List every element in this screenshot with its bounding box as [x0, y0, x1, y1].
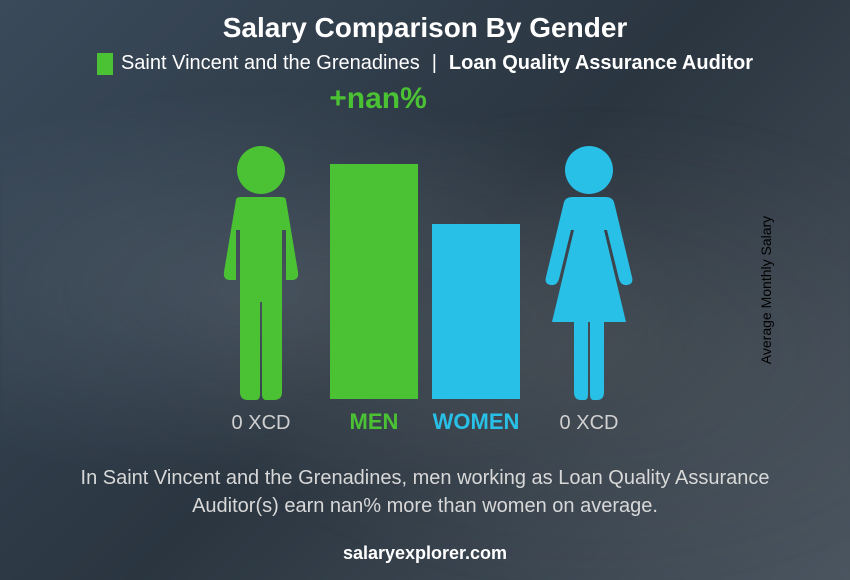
- y-axis-label: Average Monthly Salary: [758, 216, 774, 364]
- subtitle-job: Loan Quality Assurance Auditor: [449, 52, 753, 75]
- men-value: 0 XCD: [232, 412, 291, 435]
- women-bar-column: WOMEN: [432, 224, 520, 435]
- men-label: MEN: [350, 409, 399, 435]
- footer-attribution: salaryexplorer.com: [0, 543, 850, 564]
- women-label: WOMEN: [433, 409, 520, 435]
- difference-label: +nan%: [318, 82, 438, 116]
- accent-box: [97, 53, 113, 75]
- page-title: Salary Comparison By Gender: [0, 12, 850, 44]
- subtitle-location: Saint Vincent and the Grenadines: [121, 52, 420, 75]
- comparison-chart: 0 XCD MEN WOMEN 0 XCD: [0, 115, 850, 435]
- subtitle-row: Saint Vincent and the Grenadines | Loan …: [0, 52, 850, 75]
- female-icon: [534, 142, 644, 402]
- separator-pipe: |: [432, 52, 437, 75]
- men-bar: [330, 164, 418, 399]
- women-bar: [432, 224, 520, 399]
- male-icon: [206, 142, 316, 402]
- female-icon-column: 0 XCD: [534, 142, 644, 435]
- male-icon-column: 0 XCD: [206, 142, 316, 435]
- men-bar-column: MEN: [330, 164, 418, 435]
- women-value: 0 XCD: [560, 412, 619, 435]
- description-text: In Saint Vincent and the Grenadines, men…: [50, 464, 800, 520]
